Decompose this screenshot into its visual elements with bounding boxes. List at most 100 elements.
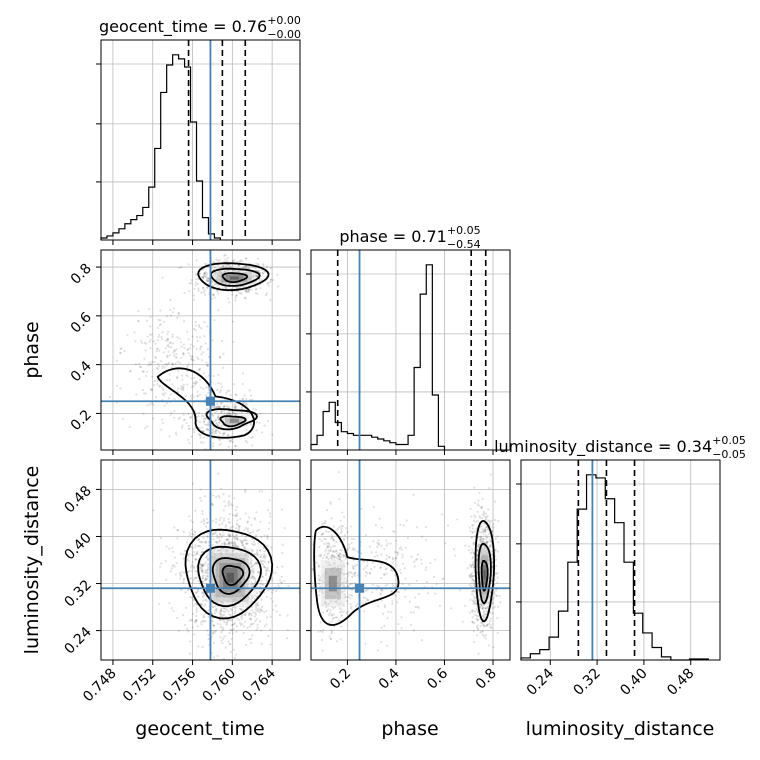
sample-point (239, 607, 242, 610)
sample-point (231, 623, 234, 626)
sample-point (337, 554, 340, 557)
sample-point (172, 609, 175, 612)
sample-point (200, 569, 204, 572)
sample-point (472, 589, 475, 592)
sample-point (168, 342, 171, 345)
sample-point (196, 395, 200, 398)
sample-point (484, 512, 488, 515)
sample-point (211, 632, 215, 635)
sample-point (480, 541, 483, 544)
sample-point (441, 513, 444, 516)
sample-point (399, 546, 402, 549)
sample-point (260, 598, 263, 601)
sample-point (165, 339, 168, 342)
sample-point (189, 566, 193, 569)
sample-point (171, 333, 174, 336)
sample-point (235, 544, 238, 548)
sample-point (255, 511, 258, 514)
sample-point (180, 384, 183, 388)
sample-point (246, 529, 249, 533)
sample-point (215, 406, 218, 409)
sample-point (387, 555, 391, 559)
sample-point (246, 441, 249, 444)
sample-point (163, 404, 166, 407)
sample-point (338, 611, 342, 614)
sample-point (470, 536, 473, 539)
sample-point (254, 562, 257, 565)
sample-point (224, 505, 227, 508)
sample-point (240, 622, 244, 626)
sample-point (340, 528, 343, 531)
sample-point (206, 347, 210, 351)
sample-point (225, 264, 228, 267)
sample-point (326, 545, 329, 548)
sample-point (349, 593, 352, 597)
sample-point (128, 370, 132, 373)
sample-point (255, 551, 259, 554)
sample-point (471, 557, 474, 560)
sample-point (248, 612, 251, 615)
sample-point (474, 610, 477, 614)
sample-point (189, 354, 192, 357)
sample-point (376, 545, 379, 549)
sample-point (327, 613, 331, 617)
sample-point (164, 392, 167, 395)
sample-point (266, 509, 270, 512)
sample-point (480, 524, 483, 528)
sample-point (471, 584, 474, 587)
sample-point (195, 558, 198, 561)
truth-marker (205, 396, 215, 406)
sample-point (226, 259, 229, 263)
sample-point (197, 357, 200, 361)
sample-point (283, 526, 286, 530)
sample-point (216, 405, 219, 408)
sample-point (380, 544, 383, 547)
sample-point (212, 414, 215, 417)
sample-point (119, 351, 122, 354)
sample-point (468, 574, 471, 578)
sample-point (219, 533, 222, 536)
sample-point (176, 529, 179, 532)
sample-point (482, 624, 485, 627)
sample-point (233, 622, 237, 625)
sample-point (233, 543, 237, 546)
sample-point (230, 637, 233, 641)
sample-point (493, 605, 496, 608)
sample-point (145, 370, 149, 374)
sample-point (199, 436, 202, 439)
contour-mid (211, 557, 251, 595)
sample-point (383, 573, 386, 576)
sample-point (149, 316, 152, 319)
sample-point (212, 641, 216, 645)
contour-outer (197, 262, 270, 292)
sample-point (249, 617, 252, 620)
sample-point (325, 609, 329, 612)
sample-point (350, 541, 353, 545)
sample-point (331, 544, 335, 548)
sample-point (471, 550, 474, 553)
sample-point (206, 575, 209, 578)
sample-point (197, 369, 201, 372)
sample-point (152, 509, 155, 512)
sample-point (217, 382, 220, 385)
sample-point (425, 580, 428, 584)
sample-point (219, 402, 223, 405)
sample-point (261, 490, 264, 493)
sample-point (286, 614, 289, 617)
sample-point (210, 502, 214, 506)
sample-point (194, 570, 197, 573)
sample-point (246, 626, 249, 629)
sample-point (469, 529, 472, 532)
sample-point (220, 615, 223, 618)
sample-point (141, 370, 145, 373)
sample-point (343, 515, 346, 518)
sample-point (189, 640, 192, 643)
sample-point (177, 311, 180, 315)
sample-point (475, 528, 478, 531)
sample-point (161, 366, 164, 370)
sample-point (202, 286, 205, 289)
sample-point (266, 419, 270, 423)
sample-point (412, 493, 415, 497)
sample-point (477, 543, 480, 546)
sample-point (331, 554, 334, 557)
